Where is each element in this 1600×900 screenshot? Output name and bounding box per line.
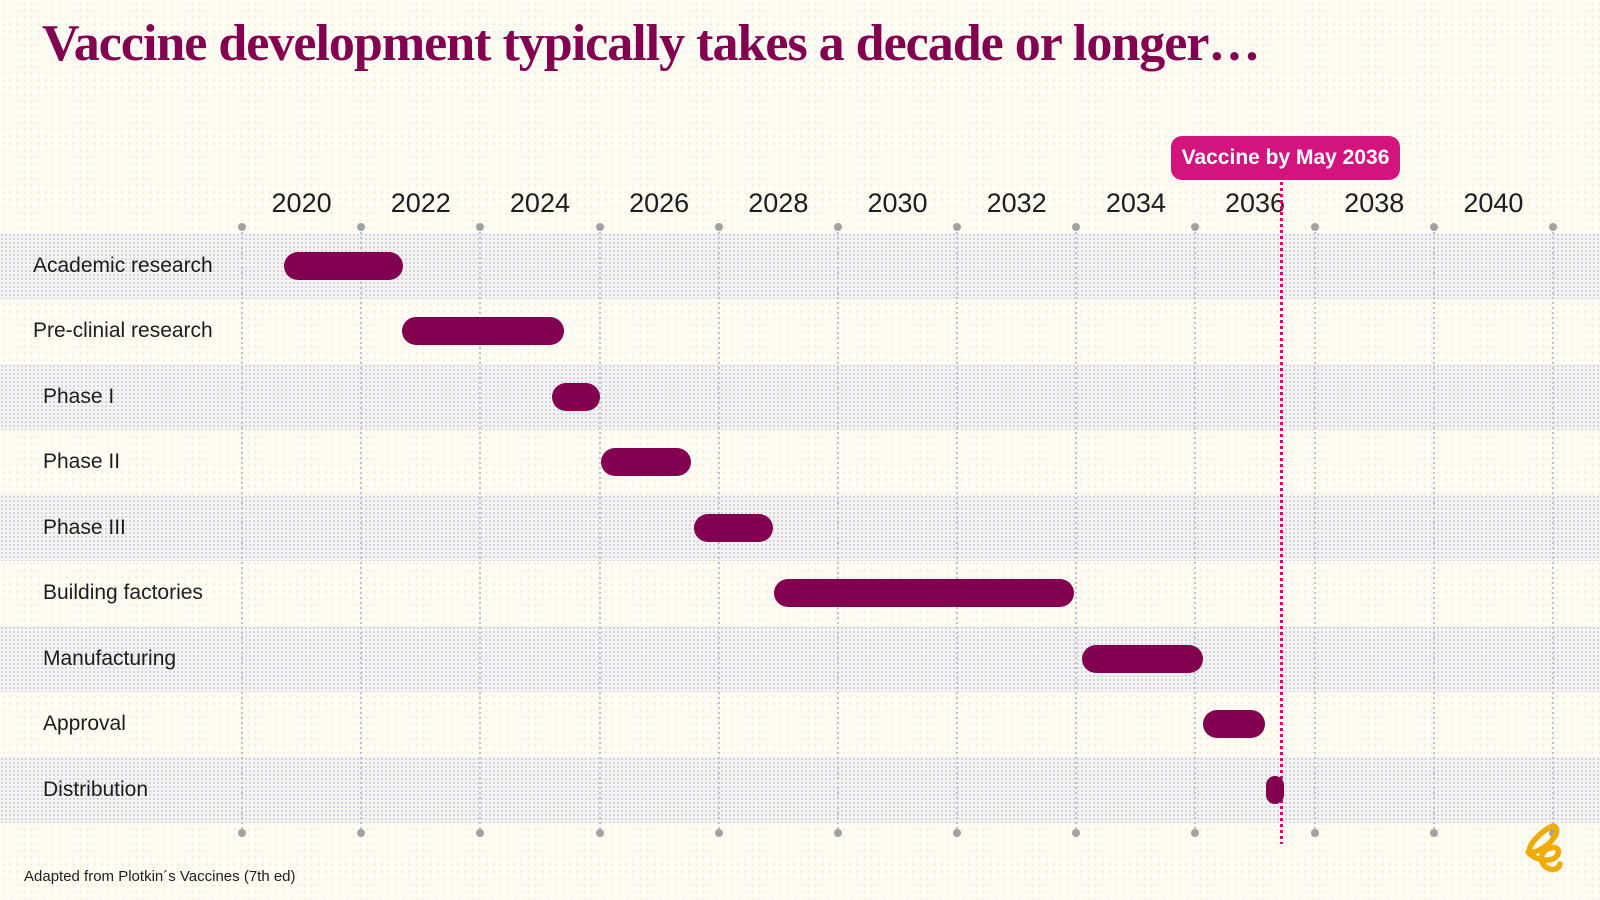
axis-tick-label: 2038 (1344, 188, 1405, 218)
row-label: Distribution (43, 777, 149, 801)
gridline-bottom-dot (714, 829, 723, 837)
gridline (598, 227, 601, 833)
axis-tick-label: 2022 (390, 188, 451, 218)
gantt-bar (1203, 710, 1266, 739)
gridline-top-dot (357, 223, 366, 231)
gridline-top-dot (1549, 223, 1557, 231)
gridline-top-dot (714, 223, 723, 231)
axis-tick-label: 2024 (509, 188, 570, 218)
row-band (0, 233, 1600, 299)
gantt-bar (774, 579, 1074, 608)
gridline-top-dot (1310, 223, 1319, 231)
row-band (0, 495, 1600, 561)
gridline (241, 227, 243, 833)
gantt-bar (402, 317, 564, 346)
row-label: Approval (43, 712, 126, 736)
gridline (360, 227, 363, 833)
axis-tick-label: 2030 (867, 188, 928, 218)
row-label: Academic research (33, 253, 213, 277)
row-band (0, 757, 1600, 823)
gridline (1194, 227, 1197, 833)
gridline-top-dot (1191, 223, 1200, 231)
row-band (0, 626, 1600, 692)
row-label: Phase I (43, 384, 115, 408)
vaccine-date-badge: Vaccine by May 2036 (1171, 136, 1400, 180)
gridline-bottom-dot (1549, 829, 1557, 837)
source-note: Adapted from Plotkin´s Vaccines (7th ed) (24, 868, 296, 885)
axis-tick-label: 2020 (271, 188, 332, 218)
gridline (479, 227, 482, 833)
vaccine-date-badge-label: Vaccine by May 2036 (1181, 146, 1390, 169)
row-label: Manufacturing (43, 646, 177, 670)
gridline-bottom-dot (953, 829, 962, 837)
page-title: Vaccine development typically takes a de… (42, 15, 1260, 72)
axis-tick-label: 2026 (629, 188, 690, 218)
astrazeneca-logo (1525, 823, 1563, 873)
gridline-bottom-dot (1072, 829, 1081, 837)
gantt-bar (1266, 775, 1285, 804)
gridline-top-dot (595, 223, 604, 231)
row-label: Phase II (43, 450, 121, 474)
gridline-top-dot (476, 223, 485, 231)
row-band (0, 299, 1600, 365)
gridline-top-dot (238, 223, 246, 231)
axis-tick-label: 2036 (1224, 188, 1286, 218)
gridline (1313, 227, 1316, 833)
axis-tick-label: 2032 (986, 188, 1047, 218)
gridline-top-dot (1429, 223, 1438, 231)
gridline (1552, 227, 1554, 833)
row-band (0, 692, 1600, 758)
axis-tick-label: 2034 (1105, 188, 1166, 218)
gridline-bottom-dot (357, 829, 366, 837)
gridline (836, 227, 839, 833)
target-date-line (1280, 182, 1284, 844)
gridline-bottom-dot (595, 829, 604, 837)
gridline-bottom-dot (1429, 829, 1438, 837)
gantt-bar (693, 513, 773, 542)
gridline-bottom-dot (833, 829, 842, 837)
gantt-bar (551, 382, 601, 411)
gridline (1432, 227, 1435, 833)
row-label: Phase III (43, 515, 126, 539)
row-band (0, 364, 1600, 430)
gridline-bottom-dot (238, 829, 246, 837)
gantt-bar (600, 448, 691, 477)
gridline-top-dot (833, 223, 842, 231)
gridline-top-dot (953, 223, 962, 231)
gridline (956, 227, 959, 833)
gridline (1075, 227, 1078, 833)
gridline-bottom-dot (1191, 829, 1200, 837)
gantt-bar (283, 251, 403, 280)
gantt-bar (1082, 644, 1204, 673)
axis-tick-label: 2040 (1463, 188, 1524, 218)
row-band (0, 430, 1600, 496)
row-label: Pre-clinial research (33, 319, 213, 343)
gridline-top-dot (1072, 223, 1081, 231)
gridline-bottom-dot (476, 829, 485, 837)
row-label: Building factories (43, 581, 203, 605)
gridline-bottom-dot (1310, 829, 1319, 837)
axis-tick-label: 2028 (748, 188, 809, 218)
